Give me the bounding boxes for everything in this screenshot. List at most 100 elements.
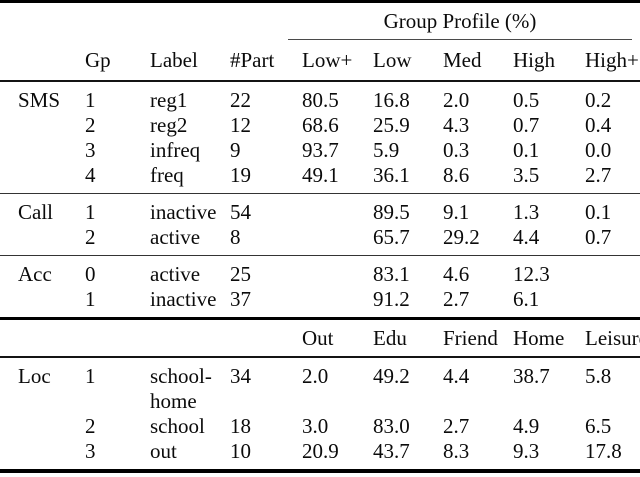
- cell-label: active: [150, 224, 201, 249]
- spanning-header: Group Profile (%): [288, 9, 632, 40]
- column-header-loc: Home: [513, 325, 565, 350]
- cell-part: 25: [230, 261, 251, 286]
- cell-value: 5.9: [373, 137, 400, 162]
- cell-part: 10: [230, 438, 251, 463]
- cell-value: 38.7: [513, 363, 550, 388]
- section-label: [0, 163, 85, 194]
- table-row: 1 inactive 37 91.2 2.7 6.1: [0, 286, 640, 319]
- cell-value: 83.0: [373, 413, 410, 438]
- cell-value: 4.4: [443, 363, 470, 388]
- table-row: Loc 1 school- home 34 2.0 49.2 4.4 38.7 …: [0, 357, 640, 414]
- cell-value: 2.0: [302, 363, 329, 388]
- cell-gp: 3: [85, 137, 96, 162]
- cell-value: 25.9: [373, 112, 410, 137]
- empty-cell: [230, 318, 302, 357]
- empty-cell: [85, 318, 150, 357]
- cell-value: 12.3: [513, 261, 550, 286]
- table-row: Group Profile (%): [0, 2, 640, 40]
- table-row: 4 freq 19 49.1 36.1 8.6 3.5 2.7: [0, 162, 640, 194]
- section-label: SMS: [18, 87, 61, 112]
- cell-value: 8.6: [443, 162, 470, 187]
- table-row: 3 out 10 20.9 43.7 8.3 9.3 17.8: [0, 439, 640, 471]
- cell-value: 68.6: [302, 112, 339, 137]
- cell-label: school: [150, 413, 205, 438]
- cell-value: 36.1: [373, 162, 410, 187]
- cell-value: [585, 287, 640, 319]
- cell-gp: 0: [85, 261, 96, 286]
- cell-gp: 2: [85, 112, 96, 137]
- section-label: [0, 138, 85, 163]
- cell-value: 0.5: [513, 87, 540, 112]
- cell-value: 4.3: [443, 112, 470, 137]
- cell-value: 43.7: [373, 438, 410, 463]
- cell-value: 2.7: [443, 286, 470, 311]
- cell-value: 9.1: [443, 199, 470, 224]
- cell-value: 0.0: [585, 137, 612, 162]
- cell-value: [302, 225, 373, 256]
- cell-label: reg1: [150, 87, 188, 112]
- cell-value: 4.9: [513, 413, 540, 438]
- section-label: Call: [18, 199, 53, 224]
- cell-value: 3.5: [513, 162, 540, 187]
- cell-gp: 3: [85, 438, 96, 463]
- cell-value: 80.5: [302, 87, 339, 112]
- column-header-label: Label: [150, 47, 198, 72]
- table-row: Call 1 inactive 54 89.5 9.1 1.3 0.1: [0, 193, 640, 225]
- section-label: [0, 287, 85, 319]
- column-header-profile: Low+: [302, 47, 353, 72]
- cell-label: active: [150, 261, 201, 286]
- cell-value: [585, 255, 640, 287]
- cell-value: 0.2: [585, 87, 612, 112]
- empty-cell: [150, 318, 230, 357]
- cell-gp: 1: [85, 286, 96, 311]
- cell-value: 65.7: [373, 224, 410, 249]
- spanning-header-cell: Group Profile (%): [288, 2, 640, 40]
- cell-part: 9: [230, 137, 241, 162]
- column-header-loc: Friend: [443, 325, 498, 350]
- empty-cell: [0, 318, 85, 357]
- cell-value: 89.5: [373, 199, 410, 224]
- cell-value: 0.7: [513, 112, 540, 137]
- cell-part: 8: [230, 224, 241, 249]
- table-row: 2 active 8 65.7 29.2 4.4 0.7: [0, 224, 640, 256]
- cell-value: 4.6: [443, 261, 470, 286]
- cell-value: 6.5: [585, 413, 612, 438]
- cell-value: [302, 193, 373, 225]
- cell-part: 12: [230, 112, 251, 137]
- cell-gp: 1: [85, 199, 96, 224]
- table-row: Out Edu Friend Home Leisure: [0, 318, 640, 357]
- cell-label: out: [150, 438, 177, 463]
- label-line: home: [150, 388, 197, 413]
- cell-value: [302, 255, 373, 287]
- cell-value: 16.8: [373, 87, 410, 112]
- cell-part: 22: [230, 87, 251, 112]
- column-header-loc: Edu: [373, 325, 407, 350]
- cell-value: 0.7: [585, 224, 612, 249]
- cell-part: 37: [230, 286, 251, 311]
- cell-part: 54: [230, 199, 251, 224]
- cell-label: inactive: [150, 199, 217, 224]
- cell-gp: 2: [85, 413, 96, 438]
- table-row: SMS 1 reg1 22 80.5 16.8 2.0 0.5 0.2: [0, 81, 640, 113]
- cell-label: inactive: [150, 286, 217, 311]
- column-header-profile: High+: [585, 47, 639, 72]
- empty-cell: [0, 2, 302, 40]
- cell-value: 9.3: [513, 438, 540, 463]
- column-header-loc: Leisure: [585, 325, 640, 350]
- cell-label: infreq: [150, 137, 201, 162]
- column-header-loc: Out: [302, 325, 334, 350]
- cell-value: 49.1: [302, 162, 339, 187]
- empty-cell: [0, 40, 85, 81]
- column-header-profile: High: [513, 47, 555, 72]
- column-header-gp: Gp: [85, 47, 111, 72]
- cell-label: school- home: [150, 357, 230, 414]
- cell-value: 0.4: [585, 112, 612, 137]
- column-header-part: #Part: [230, 47, 275, 72]
- table-row: 2 school 18 3.0 83.0 2.7 4.9 6.5: [0, 414, 640, 439]
- cell-value: 5.8: [585, 363, 612, 388]
- section-label: [0, 414, 85, 439]
- cell-value: 93.7: [302, 137, 339, 162]
- table-row: 3 infreq 9 93.7 5.9 0.3 0.1 0.0: [0, 138, 640, 163]
